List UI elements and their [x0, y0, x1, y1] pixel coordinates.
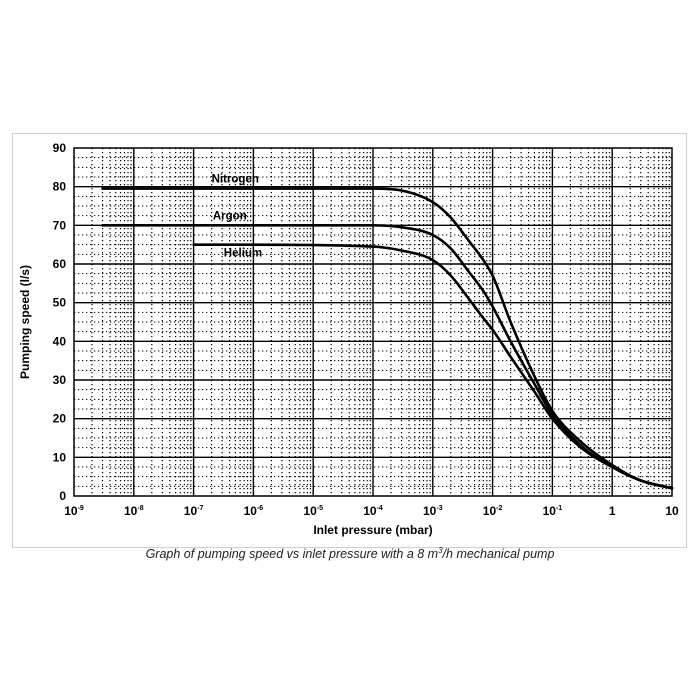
y-tick-label: 60 [53, 257, 67, 271]
x-tick-label: 10-5 [303, 504, 323, 518]
caption-superscript: 3 [438, 546, 443, 555]
series-label-helium: Helium [224, 248, 262, 260]
y-tick-label: 10 [53, 450, 67, 464]
series-label-argon: Argon [213, 210, 247, 222]
x-tick-label: 10-4 [363, 504, 383, 518]
x-tick-label: 10-2 [483, 504, 503, 518]
y-tick-label: 70 [53, 218, 67, 232]
x-tick-label: 10-9 [64, 504, 84, 518]
series-line-nitrogen [101, 187, 674, 490]
series-lines [101, 187, 674, 490]
figure-caption: Graph of pumping speed vs inlet pressure… [0, 546, 700, 561]
y-tick-label: 80 [53, 180, 67, 194]
x-tick-label: 10 [665, 504, 679, 518]
y-axis-label: Pumping speed (l/s) [18, 265, 32, 379]
x-tick-label: 10-3 [423, 504, 443, 518]
major-gridlines [74, 148, 672, 496]
y-tick-labels: 0 10 20 30 40 50 60 70 80 90 [53, 141, 67, 503]
series-labels: Nitrogen Argon Helium [212, 174, 263, 260]
y-tick-label: 30 [53, 373, 67, 387]
chart-frame: Nitrogen Argon Helium 0 10 20 30 40 50 60 70 80 90 … [12, 133, 687, 548]
x-axis-label: Inlet pressure (mbar) [313, 523, 432, 537]
series-line-helium [192, 243, 674, 490]
caption-text-start: Graph of pumping speed vs inlet pressure… [145, 547, 439, 562]
plot-border [73, 147, 673, 497]
caption-text-end: /h mechanical pump [442, 547, 555, 562]
y-tick-label: 20 [53, 412, 67, 426]
x-tick-label: 10-1 [543, 504, 563, 518]
x-tick-label: 10-7 [184, 504, 204, 518]
y-tick-label: 0 [59, 489, 66, 503]
y-tick-label: 40 [53, 334, 67, 348]
y-tick-label: 50 [53, 296, 67, 310]
x-tick-label: 10-8 [124, 504, 144, 518]
x-tick-labels: 10-9 10-8 10-7 10-6 10-5 10-4 10-3 10-2 10-1 1 10 [64, 504, 679, 518]
x-tick-label: 10-6 [244, 504, 264, 518]
y-tick-label: 90 [53, 141, 67, 155]
x-tick-label: 1 [609, 504, 616, 518]
series-label-nitrogen: Nitrogen [212, 174, 259, 186]
